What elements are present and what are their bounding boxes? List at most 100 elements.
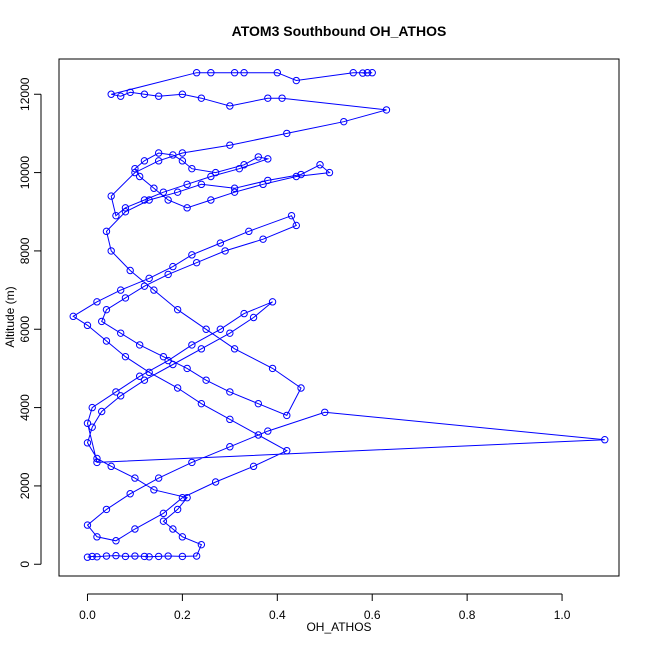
data-point [283,446,291,455]
data-point [226,415,234,424]
data-point [150,184,158,192]
data-point [192,69,201,77]
data-point [169,360,177,369]
y-tick-label: 0 [18,561,32,568]
data-point [107,247,115,255]
data-point [192,552,201,560]
data-point [188,164,196,173]
x-tick-label: 0.2 [174,608,191,622]
data-point [188,251,196,259]
data-point [173,188,182,196]
data-point [154,552,163,561]
data-point [112,211,120,220]
data-point [145,368,153,377]
data-point [88,403,96,412]
data-point [226,329,234,337]
data-point [131,164,139,173]
data-point [164,552,172,560]
data-point [188,341,196,349]
x-tick-label: 0.0 [79,608,96,622]
data-point [126,266,134,275]
data-point [316,161,324,169]
data-point [116,392,125,400]
data-point [131,474,139,482]
data-point [88,423,96,431]
y-tick-label: 4000 [18,394,32,421]
data-point [121,552,130,561]
data-point [283,411,291,420]
data-point [116,286,125,294]
data-point [178,157,187,165]
data-point [382,106,391,114]
data-point [102,552,111,560]
data-point [93,298,101,306]
data-point [121,352,130,361]
data-point [240,161,248,169]
data-point [93,553,101,561]
data-point [197,345,206,353]
data-point [183,493,191,502]
data-point [93,454,101,463]
data-point [216,239,225,247]
data-point [359,69,367,77]
data-point [178,90,187,98]
data-point [150,286,158,294]
data-point [235,164,244,173]
data-point [159,352,168,361]
x-axis-label: OH_ATHOS [306,620,371,634]
data-point [98,317,106,326]
data-point [150,486,158,494]
data-point [197,540,206,549]
data-point [131,552,139,560]
plot-frame [58,58,620,577]
data-point [107,90,115,98]
data-point [164,356,172,365]
data-point [202,325,210,333]
data-point [169,525,177,533]
data-point [368,69,376,77]
data-point [226,102,234,110]
data-point [154,149,163,157]
data-point [116,92,125,100]
data-point [207,69,215,77]
data-point [321,408,329,416]
data-point [107,462,115,471]
data-point [154,92,163,100]
data-point [292,76,300,85]
data-point [273,69,282,77]
data-point [259,235,267,243]
data-point [264,176,272,185]
y-tick-label: 2000 [18,472,32,499]
data-point [135,172,144,181]
y-axis: 0 2000 4000 6000 8000 10000 12000 [18,77,42,568]
y-axis-label: Altitude (m) [3,286,17,347]
data-point [131,168,139,177]
data-point [226,443,234,451]
data-point [230,345,239,353]
data-point [83,553,92,561]
data-point [192,258,201,267]
data-point [159,509,168,518]
data-point [183,364,191,373]
x-tick-label: 0.6 [364,608,381,622]
data-point [601,436,609,444]
y-tick-label: 12000 [18,77,32,111]
data-point [107,192,115,200]
data-point [254,399,263,408]
data-point [178,493,187,502]
data-point [173,505,182,514]
data-point [154,474,163,482]
data-point [283,129,291,138]
data-point [264,94,272,102]
data-point [169,262,177,271]
data-point [197,399,206,408]
data-point [112,551,120,560]
series-layer [69,69,609,561]
data-point [159,188,168,196]
data-point [221,247,229,255]
x-axis: 0.0 0.2 0.4 0.6 0.8 1.0 [79,593,571,622]
data-point [297,384,305,392]
data-point [297,170,305,179]
data-point [173,384,182,392]
